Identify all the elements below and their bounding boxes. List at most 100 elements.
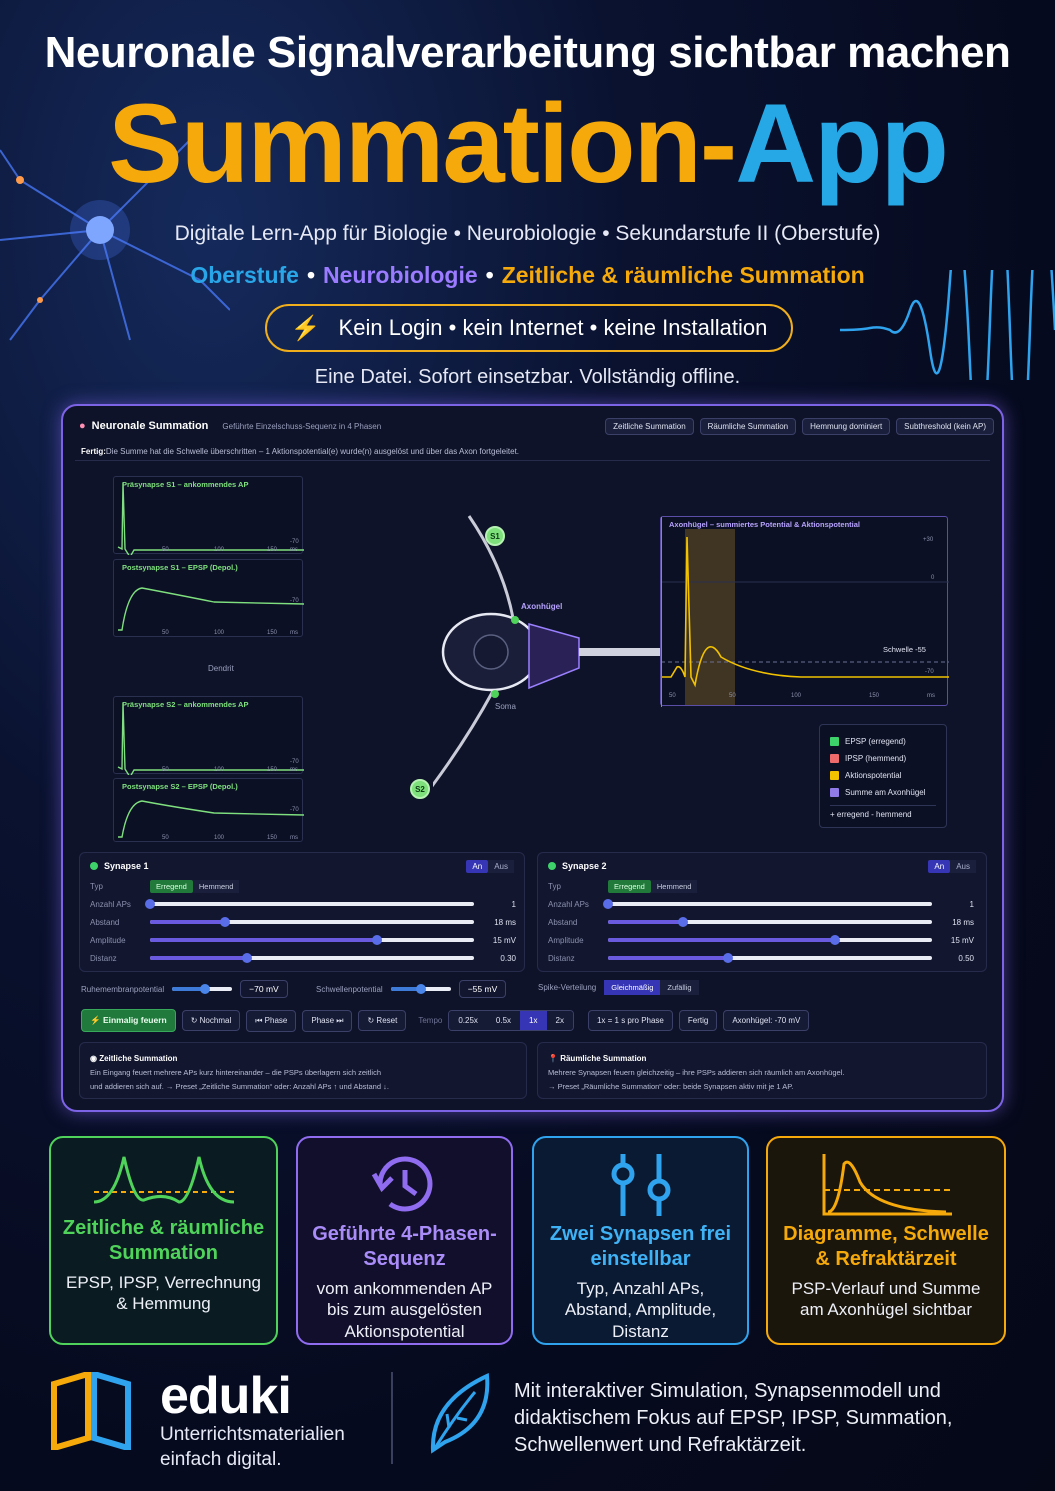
book-logo-icon xyxy=(51,1372,131,1450)
phase-next-button[interactable]: Phase ⏭ xyxy=(302,1009,353,1032)
tick-label: 50 xyxy=(162,835,169,841)
synapse1-type-hemmend-button[interactable]: Hemmend xyxy=(192,879,240,893)
slider-handle[interactable] xyxy=(677,917,688,927)
synapse2-slider[interactable] xyxy=(608,917,932,927)
slider-handle[interactable] xyxy=(219,917,230,927)
slider-handle[interactable] xyxy=(145,899,155,909)
synapse2-type-hemmend-button[interactable]: Hemmend xyxy=(650,879,698,893)
row-label: Amplitude xyxy=(548,935,584,945)
info-title-text: Räumliche Summation xyxy=(560,1054,647,1063)
legend-item: IPSP (hemmend) xyxy=(830,750,936,767)
tick-label: 0 xyxy=(931,575,935,581)
synapse2-slider[interactable] xyxy=(608,935,932,945)
threshold-label: Schwelle -55 xyxy=(883,645,926,654)
preset-zeitliche-summation-button[interactable]: Zeitliche Summation xyxy=(605,418,694,435)
phase-prev-button[interactable]: ⏮ Phase xyxy=(246,1009,297,1032)
again-button[interactable]: ↻ Nochmal xyxy=(181,1010,241,1031)
fire-button[interactable]: ⚡ Einmalig feuern xyxy=(81,1009,176,1032)
synapse2-on-button[interactable]: An xyxy=(928,860,951,873)
slider-handle[interactable] xyxy=(603,899,613,909)
plot-pre-s1: Präsynapse S1 – ankommendes AP 50 100 15… xyxy=(113,476,304,555)
row-value: 1 xyxy=(969,899,974,909)
synapse-s1-marker[interactable]: S1 xyxy=(485,526,505,546)
clock-refresh-icon xyxy=(371,1156,432,1212)
tick-label: -70 xyxy=(290,598,299,604)
row-label: Typ xyxy=(90,881,103,891)
synapse1-type-erregend-button[interactable]: Erregend xyxy=(150,879,193,893)
synapse1-on-button[interactable]: An xyxy=(466,860,489,873)
spike-zufaellig-button[interactable]: Zufällig xyxy=(660,980,699,995)
synapse1-name: Synapse 1 xyxy=(104,861,149,871)
synapse1-slider[interactable] xyxy=(150,953,474,963)
slider-handle[interactable] xyxy=(829,935,840,945)
legend-label: Summe am Axonhügel xyxy=(845,788,926,797)
threshold-control: Schwellenpotential −55 mV xyxy=(316,980,507,998)
rest-potential-slider[interactable] xyxy=(172,984,233,994)
tick-label: 100 xyxy=(214,835,225,841)
synapse2-off-button[interactable]: Aus xyxy=(950,860,976,873)
tag-oberstufe: Oberstufe xyxy=(190,262,299,288)
synapse2-slider[interactable] xyxy=(608,953,932,963)
brain-icon: ● xyxy=(79,420,86,432)
lightning-icon: ⚡ xyxy=(290,314,321,342)
tick-label: 150 xyxy=(267,835,278,841)
info-spatial-line1: Mehrere Synapsen feuern gleichzeitig – i… xyxy=(548,1068,845,1078)
leaf-icon xyxy=(430,1372,490,1454)
row-label: Distanz xyxy=(90,953,117,963)
synapse1-slider[interactable] xyxy=(150,935,474,945)
threshold-value: −55 mV xyxy=(458,980,507,998)
preset-raeumliche-summation-button[interactable]: Räumliche Summation xyxy=(699,418,797,435)
phase-prev-label: Phase xyxy=(264,1015,288,1025)
row-label: Typ xyxy=(548,881,561,891)
preset-subthreshold-button[interactable]: Subthreshold (kein AP) xyxy=(896,418,994,435)
row-value: 15 mV xyxy=(950,935,974,945)
synapse2-slider[interactable] xyxy=(603,899,932,909)
tempo-2x-button[interactable]: 2x xyxy=(546,1011,573,1030)
slider-handle[interactable] xyxy=(242,953,253,963)
synapse1-slider[interactable] xyxy=(150,917,474,927)
s2-label: S2 xyxy=(415,785,425,794)
wave-peaks-icon xyxy=(93,1156,234,1204)
card-title: Zeitliche & räumliche Summation xyxy=(62,1217,265,1264)
spike-gleichmaessig-button[interactable]: Gleichmäßig xyxy=(604,980,661,995)
info-temporal-summation: ◉ Zeitliche Summation Ein Eingang feuert… xyxy=(79,1042,527,1099)
dendrit-label: Dendrit xyxy=(208,664,234,673)
threshold-label: Schwellenpotential xyxy=(316,984,383,994)
tempo-info: 1x = 1 s pro Phase xyxy=(587,1010,673,1031)
info-temporal-line2: und addieren sich auf. → Preset „Zeitlic… xyxy=(90,1082,389,1092)
tick-label: -70 xyxy=(290,759,299,765)
synapse-s2-marker[interactable]: S2 xyxy=(410,779,430,799)
waveform-background-graphic xyxy=(840,270,1055,380)
legend-label: IPSP (hemmend) xyxy=(845,754,907,763)
legend-item: Summe am Axonhügel xyxy=(830,784,936,801)
threshold-slider[interactable] xyxy=(390,984,451,994)
footer-text: Mit interaktiver Simulation, Synapsenmod… xyxy=(514,1380,953,1456)
spike-distribution-control: Spike-Verteilung Gleichmäßig Zufällig xyxy=(538,980,699,995)
app-subtitle: Geführte Einzelschuss-Sequenz in 4 Phase… xyxy=(222,421,382,431)
synapse2-type-erregend-button[interactable]: Erregend xyxy=(608,879,651,893)
sliders-icon xyxy=(611,1154,670,1216)
tick-label: ms xyxy=(290,767,298,773)
tempo-label: Tempo xyxy=(418,1016,443,1025)
synapse2-row: Anzahl APs 1 xyxy=(548,897,974,911)
slider-handle[interactable] xyxy=(371,935,382,945)
synapse1-off-button[interactable]: Aus xyxy=(488,860,514,873)
fire-button-label: Einmalig feuern xyxy=(102,1015,167,1025)
preset-hemmung-button[interactable]: Hemmung dominiert xyxy=(802,418,891,435)
tick-label: 50 xyxy=(162,767,169,773)
rest-potential-value: −70 mV xyxy=(240,980,288,998)
chart-threshold-icon xyxy=(822,1154,952,1216)
synapse1-slider[interactable] xyxy=(145,899,474,909)
synapse2-panel: Synapse 2 An Aus Typ Erregend Hemmend An… xyxy=(537,852,987,972)
tempo-05x-button[interactable]: 0.5x xyxy=(486,1011,521,1030)
slider-handle[interactable] xyxy=(722,953,733,963)
tempo-1x-button[interactable]: 1x xyxy=(520,1011,547,1030)
neuron-background-graphic xyxy=(0,129,230,341)
tempo-025x-button[interactable]: 0.25x xyxy=(449,1011,487,1030)
card-title: Zwei Synapsen frei einstellbar xyxy=(549,1223,732,1270)
tick-label: 50 xyxy=(162,547,169,553)
tick-label: ms xyxy=(290,630,298,636)
legend-label: Aktionspotential xyxy=(845,771,902,780)
reset-button[interactable]: ↻ Reset xyxy=(358,1010,407,1031)
tag-summation: Zeitliche & räumliche Summation xyxy=(501,262,865,288)
